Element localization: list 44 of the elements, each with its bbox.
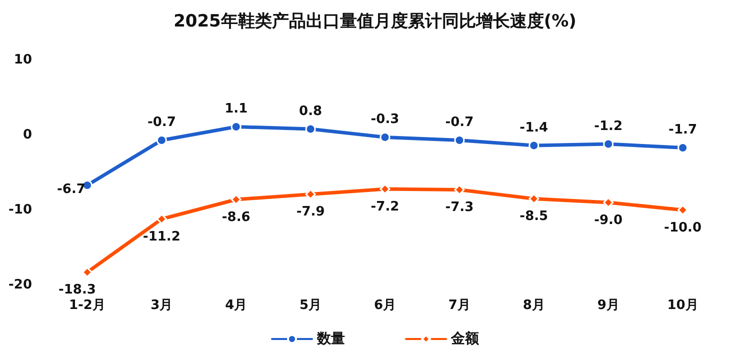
- y-tick-label: 10: [14, 52, 32, 68]
- point: [603, 138, 614, 150]
- data-label: -8.5: [520, 209, 548, 224]
- x-tick-label: 1-2月: [68, 298, 106, 313]
- data-label: -6.7: [57, 182, 86, 197]
- data-label: -0.7: [147, 115, 176, 130]
- point: [230, 122, 242, 132]
- data-label: -1.7: [668, 122, 697, 138]
- point: [156, 135, 167, 146]
- legend-label: 金额: [450, 330, 480, 347]
- x-tick-label: 10月: [667, 298, 698, 313]
- data-label: -11.2: [142, 229, 180, 244]
- data-label: -7.2: [370, 199, 400, 214]
- x-tick-label: 4月: [225, 298, 248, 313]
- x-tick-label: 7月: [448, 298, 470, 313]
- x-tick-label: 8月: [522, 298, 545, 313]
- point: [380, 132, 390, 142]
- data-label: -0.7: [445, 115, 474, 130]
- data-label: -9.0: [594, 212, 623, 228]
- x-tick-label: 6月: [374, 298, 396, 313]
- x-tick-label: 3月: [150, 298, 173, 313]
- point: [305, 124, 316, 134]
- data-label: -18.3: [58, 282, 96, 298]
- data-label: -1.2: [594, 118, 623, 134]
- x-tick-label: 9月: [597, 298, 620, 313]
- point: [528, 194, 540, 204]
- data-label: 0.8: [299, 104, 322, 119]
- data-label: -7.3: [445, 200, 474, 215]
- point: [454, 184, 465, 195]
- data-label: 1.1: [224, 102, 248, 116]
- y-tick-label: 0: [22, 128, 32, 142]
- data-label: -1.4: [520, 120, 548, 136]
- point: [305, 189, 316, 200]
- legend-label: 数量: [316, 331, 345, 347]
- y-tick-label: -10: [8, 202, 32, 218]
- data-label: -8.6: [222, 210, 250, 225]
- data-label: -10.0: [664, 220, 702, 236]
- y-tick-label: -20: [8, 278, 32, 292]
- point: [454, 135, 465, 146]
- point: [528, 140, 540, 151]
- data-label: -0.3: [370, 112, 400, 127]
- chart-title: 2025年鞋类产品出口量值月度累计同比增长速度(%): [174, 12, 576, 32]
- x-tick-label: 5月: [300, 298, 322, 313]
- data-label: -7.9: [296, 204, 325, 220]
